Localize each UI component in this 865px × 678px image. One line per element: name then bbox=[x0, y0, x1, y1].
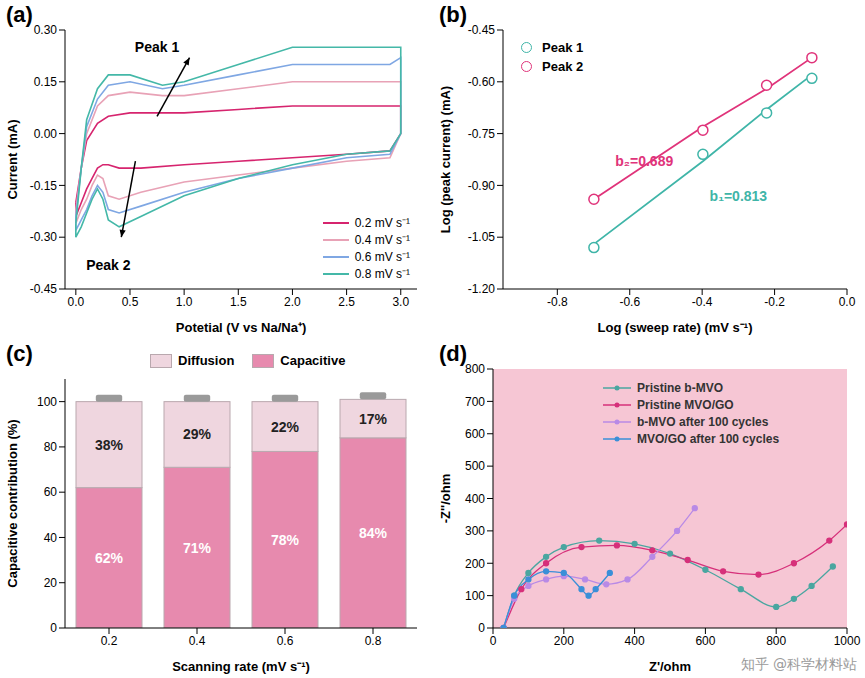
html-text:MVO/GO after 100 cycles: MVO/GO after 100 cycles bbox=[637, 431, 780, 446]
svg-text:0.4: 0.4 bbox=[189, 634, 206, 648]
svg-text:0.6: 0.6 bbox=[277, 634, 294, 648]
svg-text:Current (mA): Current (mA) bbox=[8, 119, 20, 199]
svg-text:62%: 62% bbox=[95, 550, 124, 566]
svg-text:0.15: 0.15 bbox=[34, 75, 58, 89]
svg-text:-0.8: -0.8 bbox=[547, 295, 568, 309]
svg-text:800: 800 bbox=[766, 634, 786, 648]
svg-text:38%: 38% bbox=[95, 437, 124, 453]
svg-text:-0.15: -0.15 bbox=[30, 179, 58, 193]
svg-text:78%: 78% bbox=[271, 532, 300, 548]
html-text:Pristine b-MVO: Pristine b-MVO bbox=[637, 380, 723, 395]
svg-text:100: 100 bbox=[465, 589, 485, 603]
html-text:0.8 mV s⁻¹: 0.8 mV s⁻¹ bbox=[354, 267, 410, 281]
svg-text:80: 80 bbox=[44, 440, 58, 454]
svg-text:1.0: 1.0 bbox=[176, 295, 193, 309]
html-text:0.4 mV s⁻¹: 0.4 mV s⁻¹ bbox=[354, 233, 410, 247]
svg-text:-1.05: -1.05 bbox=[468, 230, 496, 244]
svg-text:-0.90: -0.90 bbox=[468, 179, 496, 193]
svg-text:-Z''/ohm: -Z''/ohm bbox=[438, 474, 453, 524]
svg-text:0.0: 0.0 bbox=[67, 295, 84, 309]
svg-text:700: 700 bbox=[465, 395, 485, 409]
svg-text:b₂=0.689: b₂=0.689 bbox=[615, 153, 673, 169]
svg-text:1.5: 1.5 bbox=[230, 295, 247, 309]
html-text:(b): (b) bbox=[439, 2, 468, 27]
svg-text:Peak 1: Peak 1 bbox=[135, 39, 180, 55]
svg-text:20: 20 bbox=[44, 576, 58, 590]
svg-text:22%: 22% bbox=[271, 419, 300, 435]
svg-text:0: 0 bbox=[490, 634, 497, 648]
svg-text:0.5: 0.5 bbox=[122, 295, 139, 309]
svg-text:84%: 84% bbox=[359, 525, 388, 541]
svg-text:100: 100 bbox=[37, 395, 57, 409]
svg-text:2.5: 2.5 bbox=[338, 295, 355, 309]
svg-text:Potetial (V vs Na/Na⁺): Potetial (V vs Na/Na⁺) bbox=[176, 320, 306, 335]
svg-text:0.8: 0.8 bbox=[365, 634, 382, 648]
html-text:(d): (d) bbox=[439, 341, 468, 366]
html-text:(a): (a) bbox=[6, 2, 33, 27]
svg-text:800: 800 bbox=[465, 362, 485, 376]
svg-text:-0.30: -0.30 bbox=[30, 230, 58, 244]
svg-text:0.30: 0.30 bbox=[34, 23, 58, 37]
svg-text:-0.6: -0.6 bbox=[619, 295, 640, 309]
svg-text:-0.2: -0.2 bbox=[764, 295, 785, 309]
html-text:0.2 mV s⁻¹: 0.2 mV s⁻¹ bbox=[354, 216, 410, 230]
svg-text:600: 600 bbox=[465, 427, 485, 441]
svg-text:17%: 17% bbox=[359, 411, 388, 427]
svg-text:1000: 1000 bbox=[834, 634, 857, 648]
svg-text:-1.20: -1.20 bbox=[468, 282, 496, 296]
svg-text:Log (sweep rate) (mV s⁻¹): Log (sweep rate) (mV s⁻¹) bbox=[598, 320, 753, 335]
svg-text:Log (peak current) (mA): Log (peak current) (mA) bbox=[438, 86, 453, 233]
svg-text:40: 40 bbox=[44, 531, 58, 545]
svg-text:-0.60: -0.60 bbox=[468, 75, 496, 89]
html-text:Peak 2: Peak 2 bbox=[542, 59, 584, 74]
svg-text:60: 60 bbox=[44, 485, 58, 499]
html-text:Diffusion: Diffusion bbox=[178, 353, 235, 368]
html-text:Pristine MVO/GO: Pristine MVO/GO bbox=[637, 397, 734, 412]
svg-text:Peak 2: Peak 2 bbox=[86, 257, 131, 273]
svg-text:Capacitive contribution (%): Capacitive contribution (%) bbox=[8, 419, 20, 587]
svg-text:0: 0 bbox=[50, 621, 57, 635]
svg-text:Scanning rate (mV s⁻¹): Scanning rate (mV s⁻¹) bbox=[172, 659, 310, 674]
html-text:知乎 @科学材料站: 知乎 @科学材料站 bbox=[740, 656, 857, 672]
svg-text:2.0: 2.0 bbox=[284, 295, 301, 309]
html-text:(c): (c) bbox=[6, 341, 33, 366]
svg-text:200: 200 bbox=[465, 557, 485, 571]
svg-text:-0.75: -0.75 bbox=[468, 127, 496, 141]
html-text:0.6 mV s⁻¹: 0.6 mV s⁻¹ bbox=[354, 250, 410, 264]
html-text:b-MVO after 100 cycles: b-MVO after 100 cycles bbox=[637, 414, 769, 429]
svg-text:b₁=0.813: b₁=0.813 bbox=[710, 188, 768, 204]
svg-text:400: 400 bbox=[465, 492, 485, 506]
html-text:Capacitive: Capacitive bbox=[280, 353, 346, 368]
svg-text:0.0: 0.0 bbox=[839, 295, 856, 309]
svg-text:29%: 29% bbox=[183, 426, 212, 442]
svg-text:3.0: 3.0 bbox=[392, 295, 409, 309]
svg-text:-0.45: -0.45 bbox=[30, 282, 58, 296]
svg-text:Z'/ohm: Z'/ohm bbox=[649, 659, 691, 674]
svg-text:500: 500 bbox=[465, 459, 485, 473]
svg-text:-0.45: -0.45 bbox=[468, 23, 496, 37]
svg-text:200: 200 bbox=[554, 634, 574, 648]
svg-text:300: 300 bbox=[465, 524, 485, 538]
svg-text:0.00: 0.00 bbox=[34, 127, 58, 141]
svg-text:0.2: 0.2 bbox=[101, 634, 118, 648]
svg-text:600: 600 bbox=[695, 634, 715, 648]
svg-text:400: 400 bbox=[625, 634, 645, 648]
svg-text:71%: 71% bbox=[183, 540, 212, 556]
svg-text:0: 0 bbox=[478, 621, 485, 635]
svg-text:-0.4: -0.4 bbox=[692, 295, 713, 309]
html-text:Peak 1: Peak 1 bbox=[542, 40, 584, 55]
